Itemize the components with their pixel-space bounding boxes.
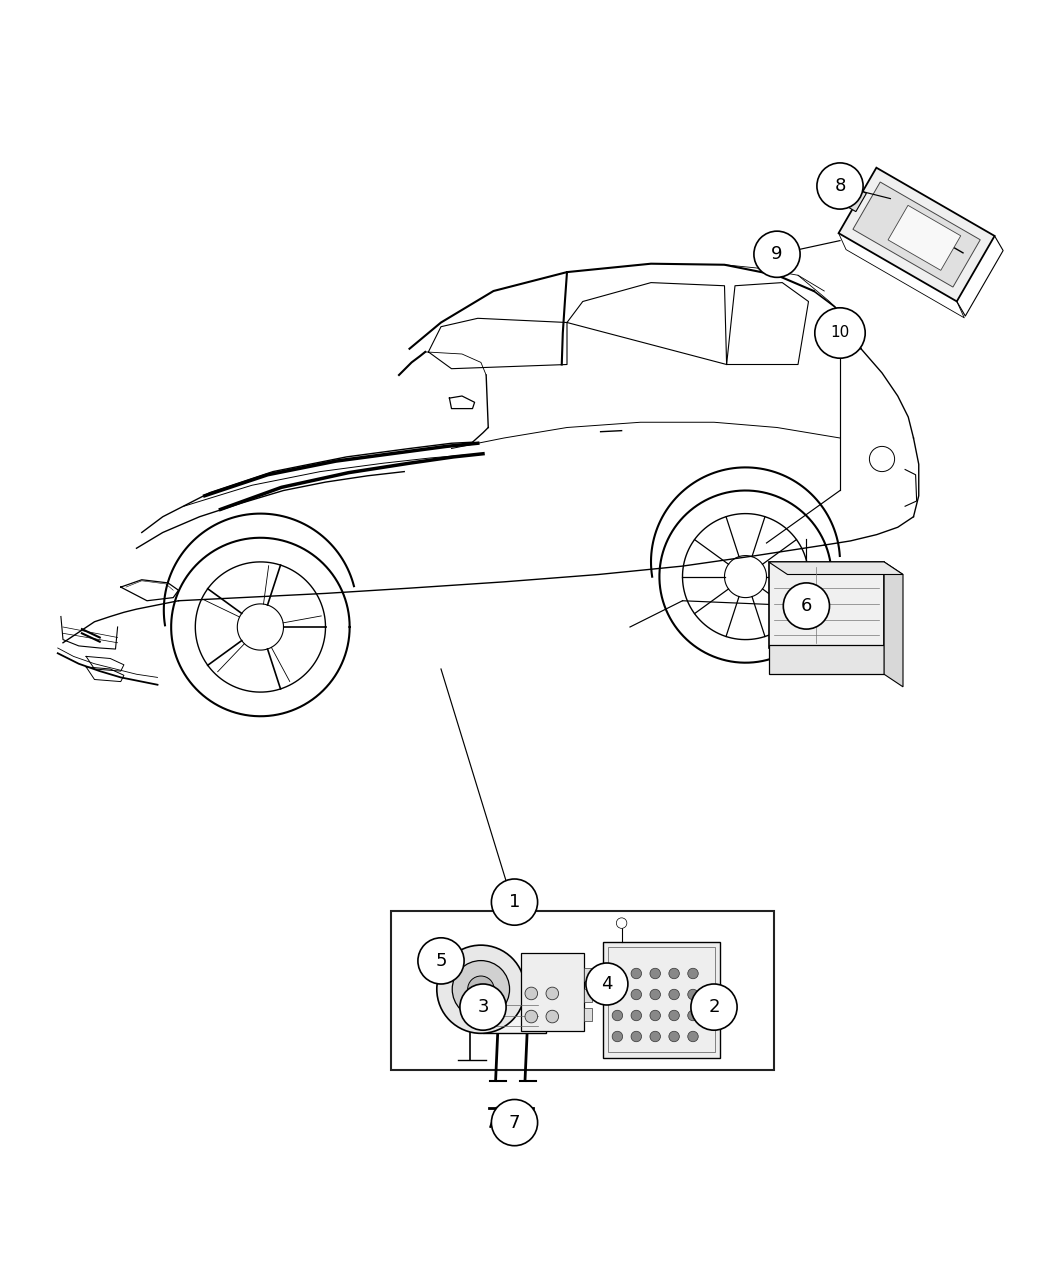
Text: 6: 6 xyxy=(801,597,812,615)
FancyBboxPatch shape xyxy=(888,205,961,270)
Circle shape xyxy=(467,977,495,1002)
FancyBboxPatch shape xyxy=(769,645,884,674)
Circle shape xyxy=(631,968,642,979)
Circle shape xyxy=(650,1010,660,1021)
Circle shape xyxy=(612,1010,623,1021)
Text: 5: 5 xyxy=(436,952,446,970)
Circle shape xyxy=(418,938,464,984)
FancyBboxPatch shape xyxy=(584,968,592,980)
Circle shape xyxy=(650,968,660,979)
Circle shape xyxy=(650,989,660,1000)
Polygon shape xyxy=(769,562,903,575)
Circle shape xyxy=(688,968,698,979)
FancyBboxPatch shape xyxy=(836,182,866,212)
Circle shape xyxy=(631,989,642,1000)
FancyBboxPatch shape xyxy=(603,942,720,1057)
FancyBboxPatch shape xyxy=(584,989,592,1002)
Circle shape xyxy=(453,960,509,1017)
Circle shape xyxy=(525,1010,538,1023)
Text: 1: 1 xyxy=(509,892,520,912)
Circle shape xyxy=(669,1010,679,1021)
Circle shape xyxy=(612,1031,623,1042)
Circle shape xyxy=(691,984,737,1030)
FancyBboxPatch shape xyxy=(584,1009,592,1021)
Circle shape xyxy=(688,989,698,1000)
Circle shape xyxy=(669,968,679,979)
Circle shape xyxy=(688,1010,698,1021)
Circle shape xyxy=(817,163,863,209)
Circle shape xyxy=(631,1031,642,1042)
Circle shape xyxy=(783,583,830,629)
Circle shape xyxy=(491,1099,538,1146)
Circle shape xyxy=(586,963,628,1005)
Circle shape xyxy=(669,989,679,1000)
Text: 3: 3 xyxy=(478,998,488,1016)
Circle shape xyxy=(525,987,538,1000)
Circle shape xyxy=(612,968,623,979)
Text: 10: 10 xyxy=(831,325,849,340)
FancyBboxPatch shape xyxy=(391,910,774,1070)
FancyBboxPatch shape xyxy=(839,168,994,301)
FancyBboxPatch shape xyxy=(483,989,546,1033)
Text: 7: 7 xyxy=(509,1113,520,1132)
Text: 9: 9 xyxy=(772,245,782,263)
Circle shape xyxy=(546,987,559,1000)
Circle shape xyxy=(616,918,627,928)
Text: 2: 2 xyxy=(709,998,719,1016)
Circle shape xyxy=(688,1031,698,1042)
Circle shape xyxy=(612,989,623,1000)
FancyBboxPatch shape xyxy=(853,182,981,287)
Polygon shape xyxy=(884,562,903,687)
Circle shape xyxy=(815,307,865,358)
Circle shape xyxy=(437,945,525,1033)
Circle shape xyxy=(491,878,538,926)
Circle shape xyxy=(669,1031,679,1042)
FancyBboxPatch shape xyxy=(521,952,584,1031)
Circle shape xyxy=(460,984,506,1030)
Text: 4: 4 xyxy=(602,975,612,993)
Text: 8: 8 xyxy=(835,177,845,195)
Circle shape xyxy=(754,231,800,278)
Circle shape xyxy=(546,1010,559,1023)
Circle shape xyxy=(650,1031,660,1042)
Circle shape xyxy=(631,1010,642,1021)
FancyBboxPatch shape xyxy=(769,562,884,648)
